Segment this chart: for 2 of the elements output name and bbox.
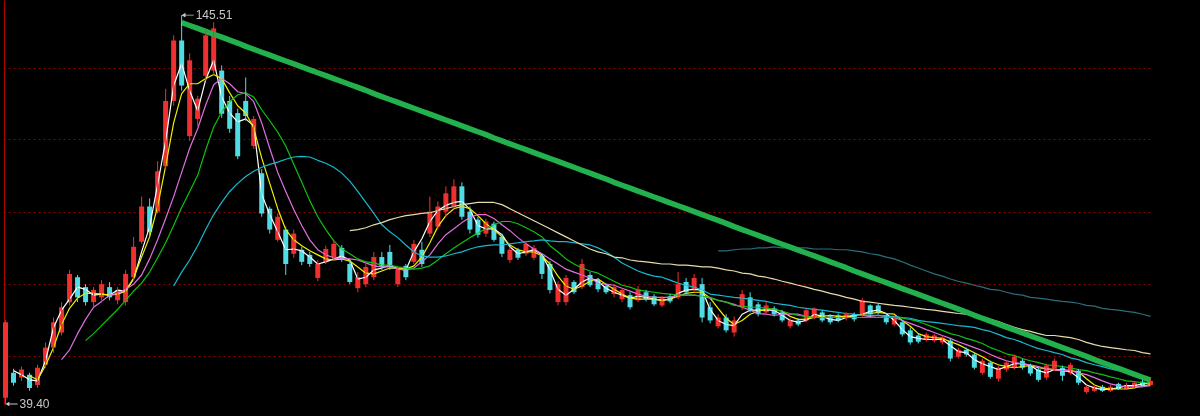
annotation: 145.51 — [195, 8, 233, 23]
annotation: 39.40 — [19, 397, 50, 411]
